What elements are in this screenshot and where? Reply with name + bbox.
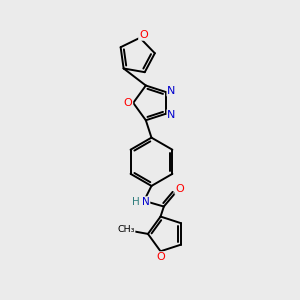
Text: O: O (124, 98, 132, 108)
Text: H: H (132, 197, 140, 207)
Text: O: O (156, 252, 165, 262)
Text: O: O (139, 30, 148, 40)
Text: N: N (167, 86, 176, 96)
Text: N: N (142, 197, 149, 207)
Text: N: N (167, 110, 176, 120)
Text: CH₃: CH₃ (117, 225, 135, 234)
Text: O: O (176, 184, 184, 194)
